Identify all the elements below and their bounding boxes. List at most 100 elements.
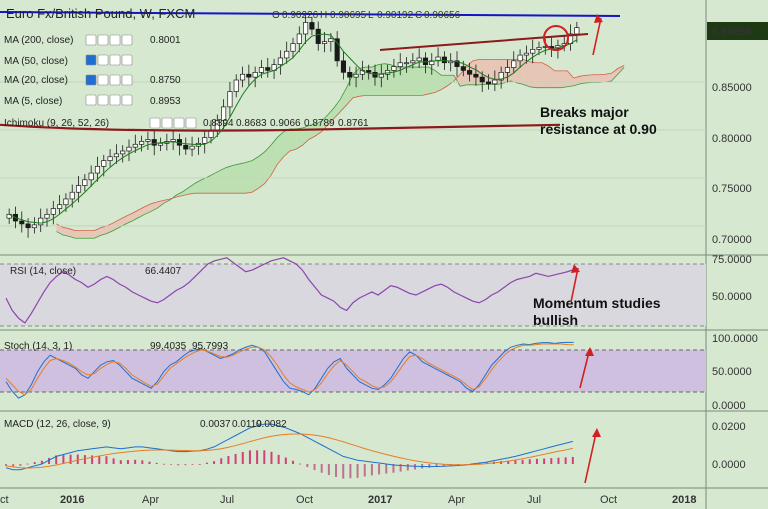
cloud-segment	[611, 68, 618, 81]
time-axis[interactable]: ct 2016 Apr Jul Oct 2017 Apr Jul Oct 201…	[0, 494, 696, 506]
chart-legend[interactable]: Euro Fx/British Pound, W, FXCM O 0.90226…	[4, 6, 461, 129]
time-tick: 2017	[368, 494, 392, 506]
candle-body	[145, 139, 151, 142]
macd-hist-bar	[5, 464, 7, 466]
ichimoku-value-1: 0.8894	[203, 118, 234, 129]
macd-hist-bar	[514, 460, 517, 464]
candle-body	[221, 106, 227, 121]
candle-body	[246, 73, 252, 78]
candle-body	[183, 144, 189, 150]
price-tick: 0.80000	[712, 133, 752, 145]
candle-body	[536, 47, 542, 50]
macd-hist-bar	[76, 454, 79, 464]
macd-hist-bar	[69, 454, 72, 464]
candle-body	[574, 27, 580, 35]
cloud-segment	[460, 66, 467, 87]
macd-arrow-icon	[584, 432, 597, 484]
price-tick: 0.70000	[712, 234, 752, 246]
rsi-pane[interactable]: RSI (14, close) 66.4407 Momentum studies…	[0, 257, 706, 328]
macd-line-value: 0.0119	[232, 419, 262, 430]
candle-body	[88, 172, 94, 181]
rsi-arrow-head-icon	[571, 264, 580, 273]
cloud-segment	[561, 70, 568, 88]
macd-hist-bar	[550, 458, 553, 464]
price-pane[interactable]: Breaks major resistance at 0.90	[0, 11, 706, 239]
candle-body	[19, 220, 25, 225]
candle-body	[239, 73, 246, 81]
cloud-segment	[214, 170, 221, 194]
arrow-up-icon	[592, 17, 602, 56]
candle-body	[517, 54, 523, 62]
macd-hist-bar	[205, 462, 208, 464]
macd-hist-bar	[112, 458, 115, 464]
macd-hist-bar	[335, 464, 338, 477]
price-axis[interactable]: 0.85000 0.80000 0.75000 0.70000 0.90656 …	[707, 22, 768, 471]
cloud-segment	[422, 67, 429, 96]
macd-hist-bar	[292, 460, 294, 464]
macd-hist-bar	[48, 457, 51, 464]
candle-body	[429, 60, 435, 66]
ohlc-open: 0.90226	[282, 10, 319, 21]
macd-hist-bar	[256, 450, 259, 464]
candle-body	[347, 71, 353, 78]
candle-body	[113, 153, 119, 158]
candle-body	[473, 73, 479, 78]
macd-hist-bar	[141, 460, 144, 464]
ohlc-low: 0.90192	[377, 10, 414, 21]
candle-body	[303, 22, 309, 35]
cloud-segment	[182, 187, 189, 196]
macd-hist-bar	[535, 458, 538, 464]
macd-hist-bar	[198, 464, 201, 465]
last-price-marker	[707, 22, 768, 40]
legend-chip	[97, 54, 109, 66]
ohlc-high: 0.90695	[330, 10, 367, 21]
candle-body	[284, 50, 290, 59]
macd-hist-bar	[220, 458, 223, 464]
macd-hist-bar	[299, 463, 302, 465]
ohlc-o-label: O	[272, 10, 280, 21]
cloud-segment	[188, 183, 196, 195]
cloud-segment	[289, 128, 297, 151]
ma200-label: MA (200, close)	[4, 35, 73, 46]
arrow-up-head-icon	[594, 14, 603, 23]
macd-hist-bar	[170, 464, 173, 465]
candle-body	[265, 67, 271, 71]
cloud-segment	[529, 61, 536, 88]
ohlc-l-label: L	[368, 10, 374, 21]
macd-hist-bar	[263, 450, 266, 464]
macd-hist-bar	[248, 450, 251, 464]
macd-hist-bar	[342, 464, 345, 479]
stoch-k-line	[5, 341, 574, 399]
candle-body	[94, 165, 101, 174]
rsi-line	[5, 257, 574, 324]
candle-body	[441, 56, 447, 64]
rsi-band	[0, 264, 706, 326]
candle-body	[107, 156, 113, 161]
time-tick: Oct	[600, 494, 617, 506]
legend-chip	[85, 94, 97, 106]
legend-controls[interactable]	[85, 34, 197, 129]
candle-body	[435, 56, 441, 62]
legend-chip	[185, 117, 197, 129]
cloud-segment	[88, 230, 95, 239]
candle-body	[44, 213, 50, 219]
stoch-d-line	[5, 343, 574, 396]
rsi-value: 66.4407	[145, 266, 182, 277]
cloud-segment	[62, 227, 70, 237]
macd-hist-value: 0.0037	[200, 419, 231, 430]
candle-body	[132, 143, 138, 148]
candle-body	[378, 73, 384, 78]
macd-hist-bar	[363, 464, 366, 477]
stoch-pane[interactable]: Stoch (14, 3, 1) 99.4035 95.7993	[0, 341, 706, 399]
macd-hist-bar	[155, 462, 158, 464]
macd-hist-bar	[234, 453, 237, 464]
cloud-segment	[144, 203, 152, 215]
candle-body	[504, 67, 511, 73]
macd-hist-bar	[399, 464, 402, 472]
macd-hist-bar	[521, 459, 524, 464]
macd-pane[interactable]: MACD (12, 26, close, 9) 0.0037 0.0119 0.…	[4, 419, 601, 484]
stoch-tick: 100.0000	[712, 333, 758, 345]
time-tick: ct	[0, 494, 9, 506]
rsi-annotation-line-2: bullish	[533, 312, 578, 328]
